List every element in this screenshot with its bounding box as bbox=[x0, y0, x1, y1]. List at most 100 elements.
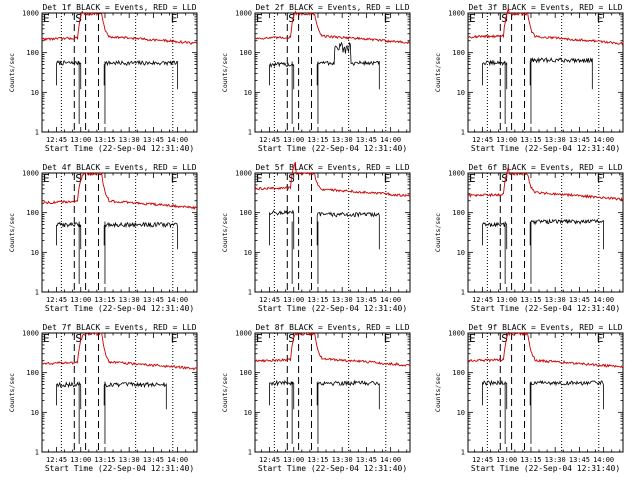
y-axis-label: Counts/sec bbox=[8, 213, 16, 252]
series-events-segment bbox=[269, 61, 295, 90]
y-tick-label: 100 bbox=[26, 209, 39, 217]
y-axis-label: Counts/sec bbox=[434, 53, 442, 92]
x-tick-label: 13:00 bbox=[283, 296, 304, 304]
series-lld-line bbox=[254, 161, 411, 197]
y-tick-label: 1000 bbox=[448, 10, 465, 18]
series-events-segment bbox=[529, 218, 605, 250]
x-tick-label: 13:30 bbox=[332, 136, 353, 144]
series-lld-line bbox=[467, 331, 624, 369]
y-tick-label: 1000 bbox=[235, 170, 252, 178]
y-axis-label: Counts/sec bbox=[221, 213, 229, 252]
panel-det-6: Det 6f BLACK = Events, RED = LLD 1 10 100 10… bbox=[434, 163, 624, 313]
x-axis-label: Start Time (22-Sep-04 12:31:40) bbox=[45, 304, 194, 313]
x-tick-label: 13:15 bbox=[94, 296, 115, 304]
x-axis-label: Start Time (22-Sep-04 12:31:40) bbox=[258, 144, 407, 153]
x-axis-label: Start Time (22-Sep-04 12:31:40) bbox=[258, 464, 407, 473]
y-tick-label: 100 bbox=[26, 369, 39, 377]
y-tick-label: 10 bbox=[244, 409, 252, 417]
event-marker-e: E bbox=[256, 12, 263, 25]
panel-det-3: Det 3f BLACK = Events, RED = LLD 1 10 100 10… bbox=[434, 3, 624, 153]
event-marker-s: S bbox=[75, 12, 82, 25]
series-lld-line bbox=[254, 331, 411, 367]
x-tick-label: 13:45 bbox=[143, 456, 164, 464]
y-tick-label: 1000 bbox=[22, 170, 39, 178]
x-tick-label: 13:30 bbox=[119, 296, 140, 304]
series-events-segment bbox=[103, 59, 179, 90]
event-marker-e: E bbox=[43, 332, 50, 345]
event-marker-s: S bbox=[501, 332, 508, 345]
x-tick-label: 13:45 bbox=[356, 136, 377, 144]
x-tick-label: 12:45 bbox=[46, 136, 67, 144]
y-tick-label: 1 bbox=[248, 449, 252, 457]
panel-det-2: Det 2f BLACK = Events, RED = LLD 1 10 100 10… bbox=[221, 3, 411, 153]
event-marker-e: E bbox=[43, 172, 50, 185]
x-tick-label: 13:30 bbox=[545, 136, 566, 144]
series-events-segment bbox=[269, 379, 295, 410]
series-events-segment bbox=[482, 379, 508, 410]
x-axis-label: Start Time (22-Sep-04 12:31:40) bbox=[45, 144, 194, 153]
x-tick-label: 13:15 bbox=[520, 456, 541, 464]
plot-frame bbox=[254, 332, 411, 453]
x-tick-label: 14:00 bbox=[380, 296, 401, 304]
x-axis-label: Start Time (22-Sep-04 12:31:40) bbox=[471, 304, 620, 313]
panel-det-7: Det 7f BLACK = Events, RED = LLD 1 10 100 10… bbox=[8, 323, 198, 473]
y-tick-label: 10 bbox=[457, 409, 465, 417]
x-tick-label: 14:00 bbox=[593, 456, 614, 464]
plot-frame bbox=[41, 12, 198, 133]
series-lld-line bbox=[468, 8, 624, 46]
plot-frame bbox=[254, 12, 411, 133]
y-tick-label: 1 bbox=[35, 449, 39, 457]
x-tick-label: 13:00 bbox=[496, 456, 517, 464]
event-marker-e: E bbox=[171, 172, 178, 185]
x-tick-label: 13:00 bbox=[496, 296, 517, 304]
panel-det-5: Det 5f BLACK = Events, RED = LLD 1 10 100 10… bbox=[221, 161, 411, 313]
plot-frame bbox=[467, 332, 624, 453]
series-events-segment bbox=[103, 221, 179, 250]
panel-title: Det 1f BLACK = Events, RED = LLD bbox=[42, 3, 196, 12]
event-marker-s: S bbox=[501, 172, 508, 185]
series-events-segment bbox=[269, 209, 295, 250]
series-events-segment bbox=[316, 379, 380, 410]
plot-frame bbox=[467, 12, 624, 133]
event-marker-e: E bbox=[171, 332, 178, 345]
x-tick-label: 13:30 bbox=[332, 456, 353, 464]
y-tick-label: 1 bbox=[461, 129, 465, 137]
x-tick-label: 13:30 bbox=[119, 456, 140, 464]
x-tick-label: 13:00 bbox=[496, 136, 517, 144]
y-tick-label: 1 bbox=[248, 289, 252, 297]
y-tick-label: 100 bbox=[239, 49, 252, 57]
x-tick-label: 12:45 bbox=[472, 456, 493, 464]
x-tick-label: 13:00 bbox=[283, 136, 304, 144]
y-tick-label: 1 bbox=[35, 129, 39, 137]
y-tick-label: 1 bbox=[248, 129, 252, 137]
y-tick-label: 100 bbox=[452, 49, 465, 57]
event-marker-e: E bbox=[597, 12, 604, 25]
y-tick-label: 10 bbox=[244, 249, 252, 257]
x-axis-label: Start Time (22-Sep-04 12:31:40) bbox=[471, 144, 620, 153]
y-axis-label: Counts/sec bbox=[434, 373, 442, 412]
y-tick-label: 1000 bbox=[235, 10, 252, 18]
y-tick-label: 1000 bbox=[448, 170, 465, 178]
y-tick-label: 10 bbox=[31, 249, 39, 257]
x-tick-label: 13:15 bbox=[520, 136, 541, 144]
y-tick-label: 10 bbox=[457, 249, 465, 257]
x-tick-label: 13:45 bbox=[569, 456, 590, 464]
x-tick-label: 13:15 bbox=[94, 456, 115, 464]
x-tick-label: 13:30 bbox=[545, 296, 566, 304]
x-tick-label: 13:30 bbox=[545, 456, 566, 464]
y-axis-label: Counts/sec bbox=[8, 53, 16, 92]
plot-frame bbox=[41, 172, 198, 293]
x-tick-label: 14:00 bbox=[593, 296, 614, 304]
y-axis-label: Counts/sec bbox=[8, 373, 16, 412]
x-tick-label: 13:45 bbox=[143, 136, 164, 144]
series-lld-line bbox=[41, 172, 198, 210]
event-marker-s: S bbox=[288, 12, 295, 25]
y-axis-label: Counts/sec bbox=[434, 213, 442, 252]
event-marker-s: S bbox=[75, 332, 82, 345]
event-marker-e: E bbox=[43, 12, 50, 25]
series-events-segment bbox=[482, 59, 508, 90]
x-tick-label: 13:45 bbox=[569, 296, 590, 304]
event-marker-s: S bbox=[288, 332, 295, 345]
